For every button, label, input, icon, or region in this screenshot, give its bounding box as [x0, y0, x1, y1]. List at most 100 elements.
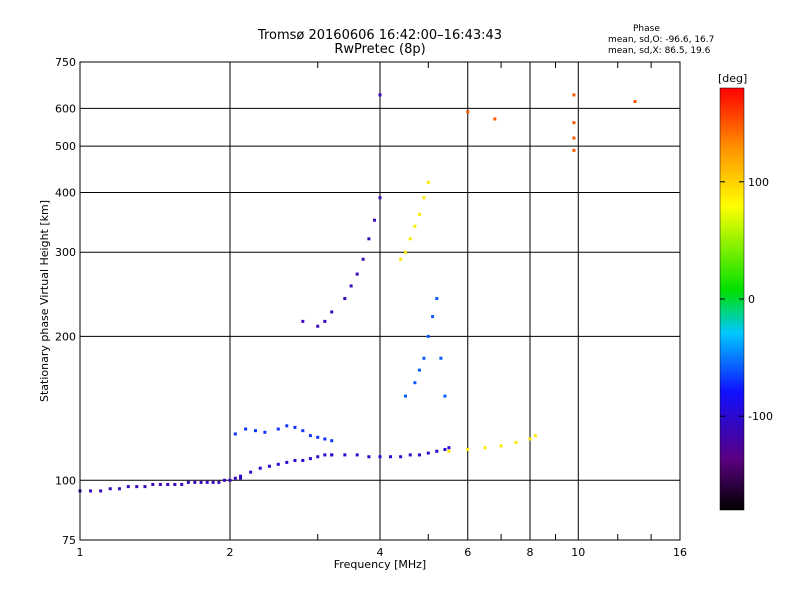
data-point [117, 487, 121, 491]
data-point [413, 224, 417, 228]
data-point [483, 446, 487, 450]
plot-frame [79, 61, 681, 541]
colorbar-ticks: 100 0 -100 [720, 176, 773, 423]
data-point [285, 460, 289, 464]
data-point [308, 457, 312, 461]
data-point [330, 439, 334, 443]
y-tick-label: 100 [55, 474, 76, 487]
data-point [293, 458, 297, 462]
data-point [367, 455, 371, 459]
data-point [239, 476, 243, 480]
data-point [426, 451, 430, 455]
data-point [267, 464, 271, 468]
data-point [301, 319, 305, 323]
data-point [323, 319, 327, 323]
data-point [349, 284, 353, 288]
data-point [126, 485, 130, 489]
data-point [466, 110, 470, 114]
data-point [361, 257, 365, 261]
data-point [233, 432, 237, 436]
data-point [413, 381, 417, 385]
y-tick-label: 500 [55, 140, 76, 153]
colorbar-unit-label: [deg] [718, 72, 747, 85]
data-point [330, 453, 334, 457]
data-point [355, 272, 359, 276]
data-point [403, 250, 407, 254]
data-point [355, 453, 359, 457]
data-point [389, 455, 393, 459]
data-point [408, 453, 412, 457]
data-point [108, 487, 112, 491]
data-point [443, 447, 447, 451]
data-points [78, 93, 637, 493]
data-point [276, 427, 280, 431]
chart-subtitle: RwPretec (8p) [334, 42, 426, 57]
data-point [173, 482, 177, 486]
x-tick-label: 6 [464, 546, 471, 559]
data-point [378, 196, 382, 200]
data-point [435, 449, 439, 453]
data-point [166, 482, 170, 486]
data-point [528, 437, 532, 441]
data-point [466, 447, 470, 451]
axis-ticks: 1 2 4 6 8 10 16 75 100 200 300 400 500 600 750 [55, 56, 687, 559]
data-point [343, 297, 347, 301]
data-point [499, 444, 503, 448]
data-point [343, 453, 347, 457]
data-point [316, 324, 320, 328]
data-point [373, 218, 377, 222]
y-tick-label: 750 [55, 56, 76, 69]
x-tick-label: 2 [227, 546, 234, 559]
data-point [439, 356, 443, 360]
x-tick-label: 1 [77, 546, 84, 559]
y-axis-label: Stationary phase Virtual Height [km] [38, 200, 51, 402]
data-point [447, 446, 451, 450]
chart-title: Tromsø 20160606 16:42:00–16:43:43 [257, 28, 503, 43]
data-point [572, 148, 576, 152]
data-point [293, 425, 297, 429]
data-point [431, 315, 435, 319]
phase-x-stats: mean, sd,X: 86.5, 19.6 [608, 46, 711, 56]
data-point [417, 453, 421, 457]
data-point [399, 257, 403, 261]
data-point [417, 212, 421, 216]
data-point [399, 455, 403, 459]
data-point [417, 368, 421, 372]
y-tick-label: 200 [55, 330, 76, 343]
data-point [323, 453, 327, 457]
data-point [493, 117, 497, 121]
data-point [263, 430, 267, 434]
colorbar-tick-label: -100 [748, 410, 773, 423]
data-point [223, 478, 227, 482]
data-point [244, 427, 248, 431]
data-point [316, 435, 320, 439]
grid [80, 62, 680, 540]
data-point [435, 297, 439, 301]
data-point [422, 196, 426, 200]
y-tick-label: 600 [55, 102, 76, 115]
data-point [403, 394, 407, 398]
data-point [186, 480, 190, 484]
data-point [330, 310, 334, 314]
data-point [253, 429, 257, 433]
data-point [211, 480, 215, 484]
data-point [447, 449, 451, 453]
data-point [378, 455, 382, 459]
data-point [572, 93, 576, 97]
data-point [135, 485, 139, 489]
x-tick-label: 4 [377, 546, 384, 559]
data-point [180, 482, 184, 486]
data-point [143, 485, 147, 489]
data-point [443, 394, 447, 398]
x-axis-label: Frequency [MHz] [334, 558, 426, 571]
y-tick-label: 75 [62, 534, 76, 547]
data-point [323, 437, 327, 441]
data-point [99, 489, 103, 493]
data-point [258, 466, 262, 470]
data-point [301, 458, 305, 462]
phase-heading: Phase [633, 24, 660, 34]
data-point [193, 480, 197, 484]
y-tick-label: 300 [55, 246, 76, 259]
data-point [205, 480, 209, 484]
